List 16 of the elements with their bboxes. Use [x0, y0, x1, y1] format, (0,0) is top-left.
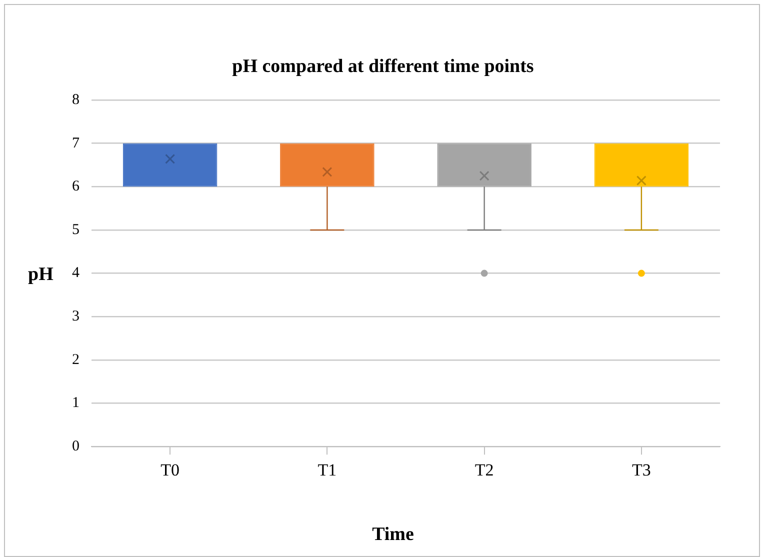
- y-tick-label: 2: [72, 352, 80, 368]
- y-tick-label: 7: [72, 135, 80, 152]
- chart-title: pH compared at different time points: [231, 56, 535, 78]
- y-tick-label: 4: [72, 265, 80, 282]
- y-axis-title: pH: [28, 264, 54, 286]
- x-tick-label: T3: [632, 460, 651, 480]
- x-tick-label: T1: [318, 460, 337, 480]
- y-tick-label: 8: [72, 92, 80, 108]
- x-tick-label: T0: [160, 460, 180, 480]
- y-tick-label: 1: [72, 395, 80, 412]
- y-tick-label: 5: [72, 222, 80, 238]
- y-tick-label: 6: [72, 178, 80, 195]
- y-tick-label: 3: [72, 308, 80, 325]
- x-axis-title: Time: [371, 524, 415, 546]
- y-tick-label: 0: [72, 438, 80, 455]
- x-tick-label: T2: [474, 460, 494, 480]
